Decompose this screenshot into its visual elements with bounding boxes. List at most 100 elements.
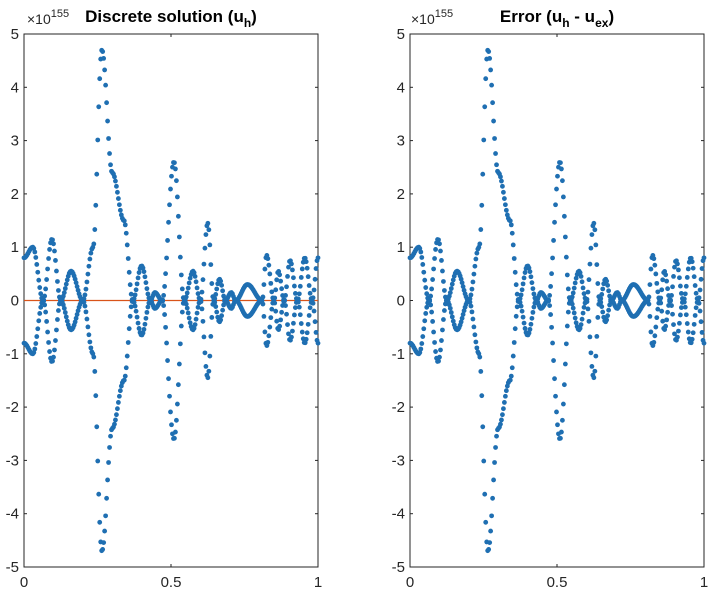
lower-data-point [562,361,568,367]
upper-data-point [162,284,168,289]
upper-data-point [191,270,197,276]
upper-data-point [511,256,517,261]
upper-data-point [292,291,298,296]
y-tick-label: -4 [392,506,405,523]
upper-data-point [520,281,526,287]
upper-data-point [447,290,453,296]
upper-data-point [440,268,445,274]
upper-data-point [527,269,533,275]
lower-data-point [431,329,436,335]
lower-data-point [207,353,213,359]
lower-data-point [647,313,653,319]
lower-data-point [660,318,666,324]
upper-data-point [458,276,464,282]
upper-data-point [491,118,496,124]
upper-data-point [95,137,101,143]
lower-data-point [64,318,70,324]
lower-data-point [292,312,297,318]
upper-data-point [55,279,60,284]
upper-data-point [483,76,489,82]
upper-data-point [272,295,278,301]
lower-data-point [296,304,302,310]
lower-data-point [174,401,180,407]
lower-data-point [460,312,466,317]
lower-data-point [489,513,495,519]
lower-data-point [124,353,130,359]
upper-data-point [563,254,569,260]
lower-data-point [172,435,177,441]
lower-data-point [592,368,598,374]
lower-data-point [206,368,212,374]
lower-data-point [177,341,183,347]
upper-data-point [553,202,558,208]
lower-data-point [549,324,554,330]
upper-data-point [579,279,585,285]
lower-data-point [163,324,168,330]
lower-data-point [218,317,224,323]
upper-data-point [116,202,122,208]
upper-data-point [698,276,704,282]
lower-data-point [166,376,171,382]
lower-data-point [698,319,704,325]
lower-data-point [668,298,673,304]
upper-data-point [174,194,180,200]
upper-data-point [498,174,503,180]
lower-data-point [299,329,305,335]
lower-data-point [289,334,294,340]
lower-data-point [261,313,267,319]
upper-data-point [551,238,556,243]
upper-data-point [61,290,67,296]
lower-data-point [469,309,475,315]
lower-data-point [438,347,443,353]
upper-data-point [193,279,199,285]
lower-data-point [658,300,664,306]
lower-data-point [591,375,597,381]
upper-data-point [163,271,168,277]
lower-data-point [450,318,456,324]
lower-data-point [500,412,505,418]
upper-data-point [312,276,318,282]
upper-data-point [128,291,134,297]
lower-data-point [659,308,665,314]
lower-data-point [37,311,43,316]
upper-data-point [587,261,593,267]
upper-data-point [521,275,527,281]
lower-data-point [572,315,578,321]
lower-data-point [278,317,284,323]
lower-data-point [561,382,567,388]
lower-data-point [675,334,680,340]
lower-data-point [458,319,464,325]
upper-data-point [665,286,671,292]
upper-data-point [577,270,583,276]
lower-data-point [165,358,170,363]
lower-data-point [303,336,309,342]
lower-data-point [427,298,433,304]
upper-data-point [422,277,428,283]
lower-data-point [467,299,473,305]
lower-data-point [671,322,676,328]
lower-data-point [272,300,278,306]
upper-data-point [143,280,149,286]
upper-data-point [499,178,504,184]
upper-data-point [292,283,297,289]
upper-data-point [478,227,484,232]
upper-data-point [690,265,696,271]
lower-data-point [428,302,434,308]
lower-data-point [514,304,520,310]
lower-data-point [573,320,579,326]
lower-data-point [94,424,100,430]
upper-data-point [685,266,691,272]
lower-data-point [285,322,290,328]
upper-data-point [122,222,128,228]
upper-data-point [469,286,475,292]
upper-data-point [441,279,446,284]
lower-data-point [604,317,610,323]
upper-data-point [202,245,208,251]
lower-data-point [284,311,289,317]
lower-data-point [677,320,682,326]
lower-data-point [56,308,61,313]
upper-data-point [107,151,112,156]
lower-data-point [436,358,441,364]
upper-data-point [161,293,167,298]
upper-data-point [588,245,594,251]
